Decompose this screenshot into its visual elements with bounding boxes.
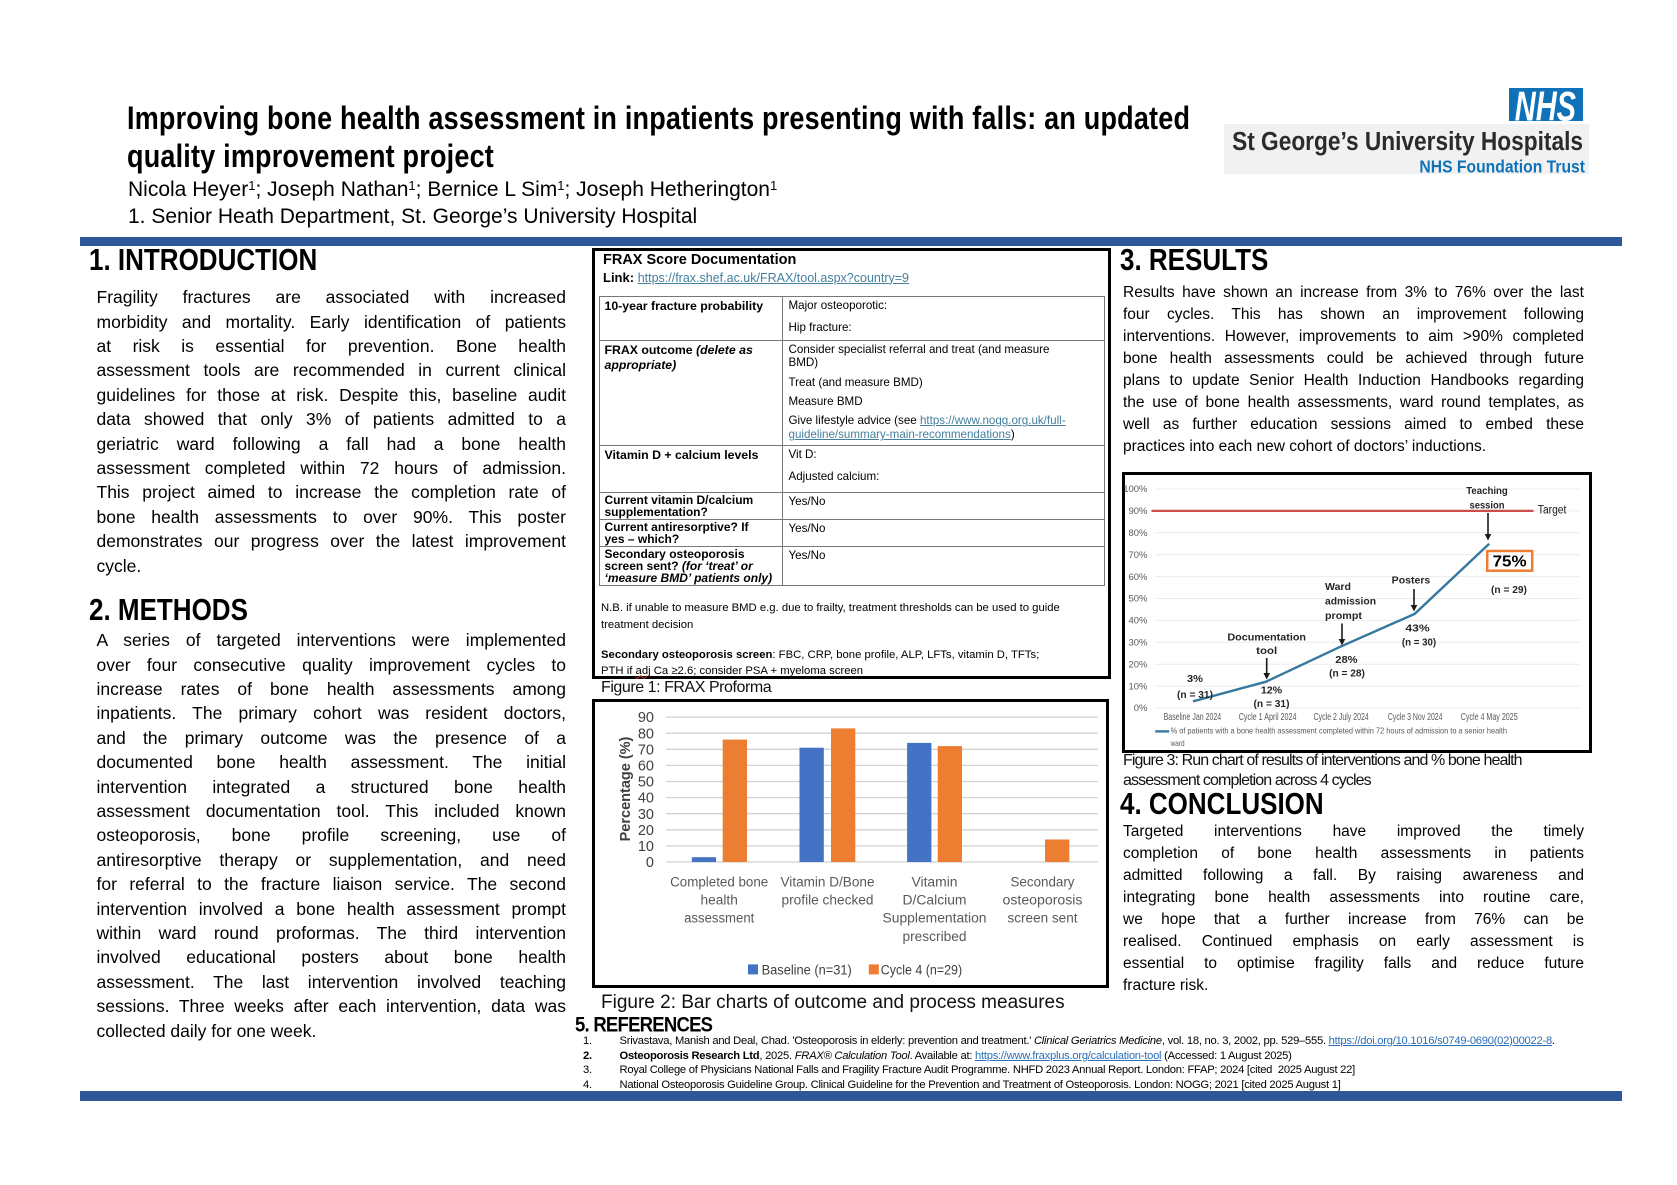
- svg-text:70: 70: [638, 742, 654, 758]
- svg-text:Cycle 2 July 2024: Cycle 2 July 2024: [1314, 712, 1370, 723]
- svg-text:10%: 10%: [1128, 681, 1148, 692]
- svg-text:90: 90: [638, 710, 654, 726]
- svg-text:Vitamin D/Bone: Vitamin D/Bone: [781, 874, 875, 890]
- svg-text:60%: 60%: [1128, 572, 1148, 583]
- svg-text:Target: Target: [1538, 505, 1567, 517]
- svg-text:Cycle 1 April 2024: Cycle 1 April 2024: [1239, 712, 1297, 723]
- svg-text:screen sent: screen sent: [1008, 911, 1078, 927]
- svg-text:assessment: assessment: [684, 911, 754, 927]
- svg-text:80: 80: [638, 726, 654, 742]
- svg-text:3%: 3%: [1187, 673, 1204, 685]
- svg-text:Secondary: Secondary: [1011, 874, 1076, 890]
- svg-text:ward: ward: [1170, 738, 1185, 748]
- svg-text:0: 0: [646, 855, 654, 871]
- svg-text:Cycle 4 May 2025: Cycle 4 May 2025: [1461, 712, 1518, 723]
- svg-text:Cycle 3 Nov 2024: Cycle 3 Nov 2024: [1388, 712, 1443, 723]
- svg-text:43%: 43%: [1405, 622, 1430, 634]
- svg-text:Documentation: Documentation: [1227, 631, 1306, 643]
- svg-text:50: 50: [638, 775, 654, 791]
- svg-text:12%: 12%: [1261, 684, 1283, 696]
- svg-text:30: 30: [638, 807, 654, 823]
- svg-text:Cycle 4 (n=29): Cycle 4 (n=29): [881, 963, 962, 979]
- svg-text:100%: 100%: [1123, 484, 1148, 495]
- svg-text:Baseline (n=31): Baseline (n=31): [762, 963, 852, 979]
- svg-text:30%: 30%: [1128, 638, 1148, 649]
- svg-text:Posters: Posters: [1392, 575, 1431, 587]
- svg-text:admission: admission: [1325, 596, 1376, 608]
- svg-text:40%: 40%: [1128, 616, 1148, 627]
- svg-text:health: health: [701, 893, 738, 909]
- svg-text:(n = 29): (n = 29): [1491, 584, 1527, 596]
- svg-text:60: 60: [638, 759, 654, 775]
- svg-text:Baseline Jan 2024: Baseline Jan 2024: [1164, 712, 1222, 723]
- svg-text:40: 40: [638, 791, 654, 807]
- svg-text:Teaching: Teaching: [1466, 485, 1508, 497]
- svg-text:profile checked: profile checked: [782, 893, 874, 909]
- svg-text:70%: 70%: [1128, 550, 1148, 561]
- svg-text:20%: 20%: [1128, 659, 1148, 670]
- svg-text:osteoporosis: osteoporosis: [1003, 893, 1083, 909]
- svg-text:20: 20: [638, 823, 654, 839]
- svg-text:(n = 28): (n = 28): [1329, 667, 1365, 679]
- svg-text:(n = 31): (n = 31): [1254, 698, 1290, 710]
- svg-text:D/Calcium: D/Calcium: [903, 893, 967, 909]
- svg-text:90%: 90%: [1128, 506, 1148, 517]
- svg-text:Vitamin: Vitamin: [912, 874, 958, 890]
- svg-text:Percentage (%): Percentage (%): [618, 736, 634, 841]
- svg-text:Completed bone: Completed bone: [670, 874, 768, 890]
- svg-text:75%: 75%: [1493, 554, 1527, 571]
- svg-text:prompt: prompt: [1325, 610, 1363, 622]
- svg-text:% of patients with a bone heal: % of patients with a bone health assessm…: [1171, 726, 1508, 736]
- svg-text:(n = 31): (n = 31): [1177, 689, 1213, 701]
- svg-text:prescribed: prescribed: [903, 929, 967, 945]
- svg-text:Supplementation: Supplementation: [883, 911, 987, 927]
- svg-text:session: session: [1470, 499, 1505, 511]
- svg-text:(n = 30): (n = 30): [1402, 637, 1436, 649]
- svg-text:0%: 0%: [1134, 703, 1148, 714]
- svg-text:tool: tool: [1256, 645, 1277, 657]
- svg-text:50%: 50%: [1128, 594, 1148, 605]
- svg-text:28%: 28%: [1335, 654, 1358, 666]
- svg-text:10: 10: [638, 839, 654, 855]
- svg-text:80%: 80%: [1128, 528, 1148, 539]
- svg-text:Ward: Ward: [1325, 581, 1351, 593]
